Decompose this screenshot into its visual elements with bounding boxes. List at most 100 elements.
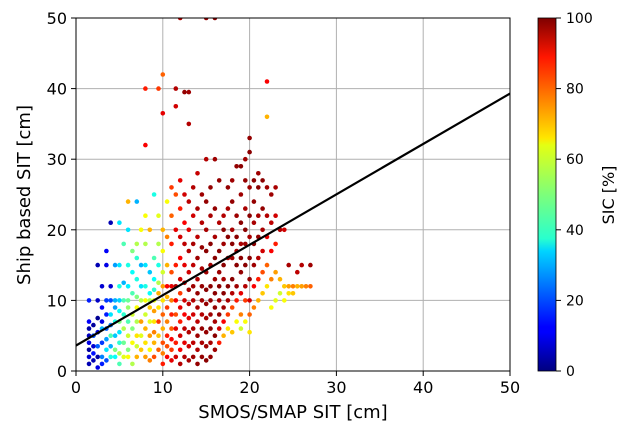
- data-point: [117, 329, 122, 335]
- data-point: [216, 248, 222, 254]
- data-point: [91, 344, 96, 349]
- data-point: [186, 344, 192, 349]
- data-point: [308, 284, 313, 289]
- data-point: [121, 354, 126, 360]
- data-point: [255, 298, 261, 303]
- data-point: [195, 305, 200, 310]
- data-point: [134, 319, 140, 324]
- data-point: [147, 291, 153, 296]
- data-point: [156, 319, 161, 324]
- data-point: [160, 111, 166, 116]
- data-point: [225, 326, 231, 331]
- data-point: [221, 262, 226, 268]
- data-point: [86, 347, 92, 353]
- data-point: [169, 358, 174, 363]
- data-point: [212, 305, 218, 310]
- data-point: [251, 305, 257, 310]
- data-point: [173, 326, 179, 331]
- data-point: [282, 284, 287, 289]
- data-point: [199, 266, 205, 271]
- data-point: [164, 319, 170, 324]
- data-point: [134, 354, 140, 360]
- data-point: [260, 227, 265, 233]
- data-point: [164, 262, 170, 268]
- data-point: [130, 340, 135, 346]
- data-point: [156, 213, 161, 218]
- data-point: [238, 269, 244, 275]
- data-point: [91, 351, 96, 356]
- data-point: [173, 104, 179, 109]
- data-point: [295, 269, 300, 275]
- data-point: [125, 319, 131, 324]
- data-point: [173, 354, 179, 360]
- data-point: [212, 333, 218, 339]
- data-point: [99, 319, 105, 324]
- colorbar-tick-label: 40: [566, 223, 584, 239]
- data-point: [177, 18, 183, 21]
- data-point: [186, 329, 192, 335]
- plot-frame: [75, 17, 511, 372]
- data-point: [156, 347, 161, 353]
- data-point: [195, 171, 200, 176]
- data-point: [199, 326, 205, 331]
- data-point: [190, 284, 196, 289]
- data-point: [112, 347, 118, 353]
- data-point: [182, 340, 187, 346]
- data-point: [243, 241, 248, 247]
- data-point: [160, 326, 166, 331]
- data-point: [203, 248, 209, 254]
- data-point: [255, 255, 261, 261]
- data-point: [282, 298, 287, 303]
- data-point: [238, 164, 244, 169]
- y-axis-title: Ship based SIT [cm]: [14, 105, 35, 285]
- data-point: [264, 213, 270, 218]
- data-point: [295, 284, 300, 289]
- data-point: [164, 354, 170, 360]
- data-point: [290, 284, 296, 289]
- grid-lines: [76, 18, 510, 371]
- data-point: [221, 333, 226, 339]
- data-point: [151, 287, 157, 293]
- x-axis-title: SMOS/SMAP SIT [cm]: [198, 402, 387, 423]
- data-point: [247, 234, 252, 240]
- data-point: [99, 305, 105, 310]
- data-point: [160, 312, 166, 317]
- data-point: [147, 347, 153, 353]
- data-point: [164, 305, 170, 310]
- data-point: [108, 312, 113, 317]
- data-point: [125, 298, 131, 303]
- data-point: [169, 213, 174, 218]
- data-point: [229, 255, 235, 261]
- data-point: [151, 308, 157, 314]
- data-point: [147, 305, 153, 310]
- data-point: [156, 291, 161, 296]
- data-point: [277, 291, 283, 296]
- data-point: [182, 312, 187, 317]
- data-point: [177, 361, 183, 367]
- data-point: [251, 199, 257, 204]
- data-point: [130, 269, 135, 275]
- data-point: [273, 241, 278, 247]
- data-point: [234, 262, 239, 268]
- data-point: [86, 298, 92, 303]
- data-point: [182, 262, 187, 268]
- data-point: [117, 262, 122, 268]
- data-point: [203, 156, 209, 162]
- data-point: [264, 185, 270, 190]
- data-point: [229, 305, 235, 310]
- data-point: [160, 248, 166, 254]
- data-point: [117, 298, 122, 303]
- data-point: [182, 89, 187, 95]
- data-point: [199, 284, 205, 289]
- data-point: [134, 241, 140, 247]
- data-point: [260, 178, 265, 183]
- data-point: [243, 298, 248, 303]
- data-point: [199, 298, 205, 303]
- data-point: [264, 284, 270, 289]
- data-point: [125, 227, 131, 233]
- data-point: [216, 312, 222, 317]
- data-point: [151, 276, 157, 282]
- data-point: [299, 284, 305, 289]
- x-tick-label: 50: [500, 378, 520, 397]
- data-point: [143, 312, 148, 317]
